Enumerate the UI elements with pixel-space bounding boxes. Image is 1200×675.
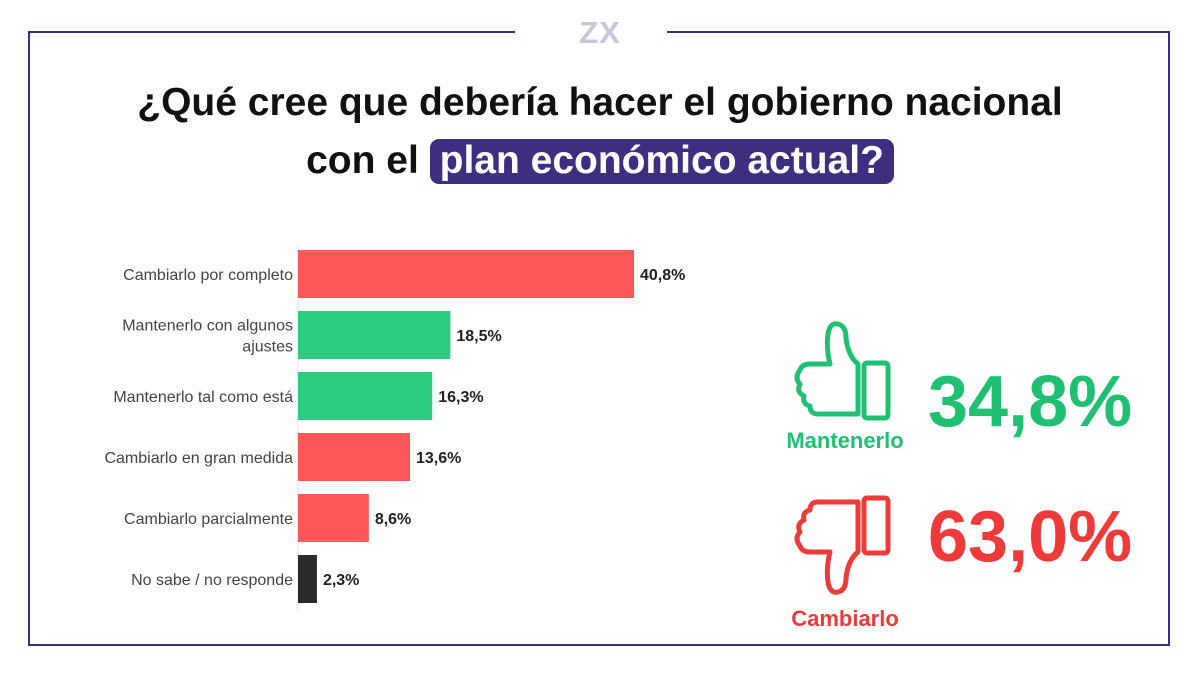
page-title: ¿Qué cree que debería hacer el gobierno … [40,74,1160,190]
category-label-1: Mantenerlo con algunos ajustes [122,318,293,356]
category-label-0: Cambiarlo por completo [123,267,293,284]
value-label-2: 16,3% [438,389,483,406]
category-label-3-line-0: Cambiarlo en gran medida [104,450,293,467]
category-label-4-line-0: Cambiarlo parcialmente [124,511,293,528]
bar-0 [298,250,634,298]
title-highlight: plan económico actual? [429,139,894,184]
value-label-3: 13,6% [416,450,461,467]
keep-label: Mantenerlo [786,428,904,453]
title-line-2-plain: con el [306,139,430,182]
zx-logo: ZX [579,16,621,48]
value-label-1: 18,5% [456,328,501,345]
value-label-4: 8,6% [375,511,411,528]
category-label-5-line-0: No sabe / no responde [131,572,293,589]
title-line-1: ¿Qué cree que debería hacer el gobierno … [137,81,1063,124]
value-label-5: 2,3% [323,572,359,589]
value-label-0: 40,8% [640,267,685,284]
keep-value: 34,8% [928,362,1133,442]
bar-4 [298,494,369,542]
bar-1 [298,311,451,359]
thumbs-down-icon [794,495,891,595]
bar-3 [298,433,410,481]
change-value: 63,0% [928,497,1133,577]
title-line-2: con el plan económico actual? [40,132,1160,190]
category-label-1-line-0: Mantenerlo con algunos [122,318,293,335]
logo-gap [515,20,667,46]
bar-5 [298,555,317,603]
category-label-3: Cambiarlo en gran medida [104,450,293,467]
bar-chart: 40,8% Cambiarlo por completo 18,5% Mantener… [104,246,685,610]
category-label-5: No sabe / no responde [131,572,293,589]
thumbs-up-icon [794,321,891,421]
category-label-0-line-0: Cambiarlo por completo [123,267,293,284]
category-label-2-line-0: Mantenerlo tal como está [113,389,293,406]
change-label: Cambiarlo [791,606,899,631]
logo-text: ZX [579,16,621,48]
category-label-1-line-1: ajustes [242,339,293,356]
category-label-4: Cambiarlo parcialmente [124,511,293,528]
bar-2 [298,372,433,420]
category-label-2: Mantenerlo tal como está [113,389,293,406]
